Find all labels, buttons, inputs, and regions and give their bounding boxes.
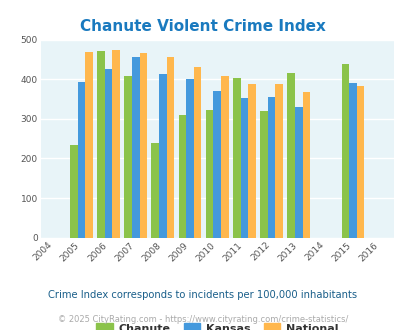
Bar [166,57,174,238]
Bar [139,53,147,238]
Bar [247,84,255,238]
Bar [356,86,364,238]
Bar [77,82,85,238]
Bar [97,51,104,238]
Bar [178,115,186,238]
Text: © 2025 CityRating.com - https://www.cityrating.com/crime-statistics/: © 2025 CityRating.com - https://www.city… [58,315,347,324]
Text: Crime Index corresponds to incidents per 100,000 inhabitants: Crime Index corresponds to incidents per… [48,290,357,300]
Bar [348,83,356,238]
Bar [341,64,348,238]
Bar [104,69,112,238]
Bar [220,77,228,238]
Bar [70,145,77,238]
Bar [267,97,275,238]
Bar [302,92,309,238]
Bar [294,107,302,238]
Bar [159,75,166,238]
Bar [124,76,132,238]
Bar [151,143,159,238]
Text: Chanute Violent Crime Index: Chanute Violent Crime Index [80,19,325,34]
Bar [85,52,92,238]
Bar [193,67,201,238]
Bar [287,73,294,238]
Bar [205,110,213,238]
Bar [232,79,240,238]
Bar [240,98,247,238]
Bar [186,79,193,238]
Bar [132,57,139,238]
Bar [260,111,267,238]
Bar [112,50,119,238]
Bar [275,84,282,238]
Legend: Chanute, Kansas, National: Chanute, Kansas, National [91,318,342,330]
Bar [213,91,220,238]
